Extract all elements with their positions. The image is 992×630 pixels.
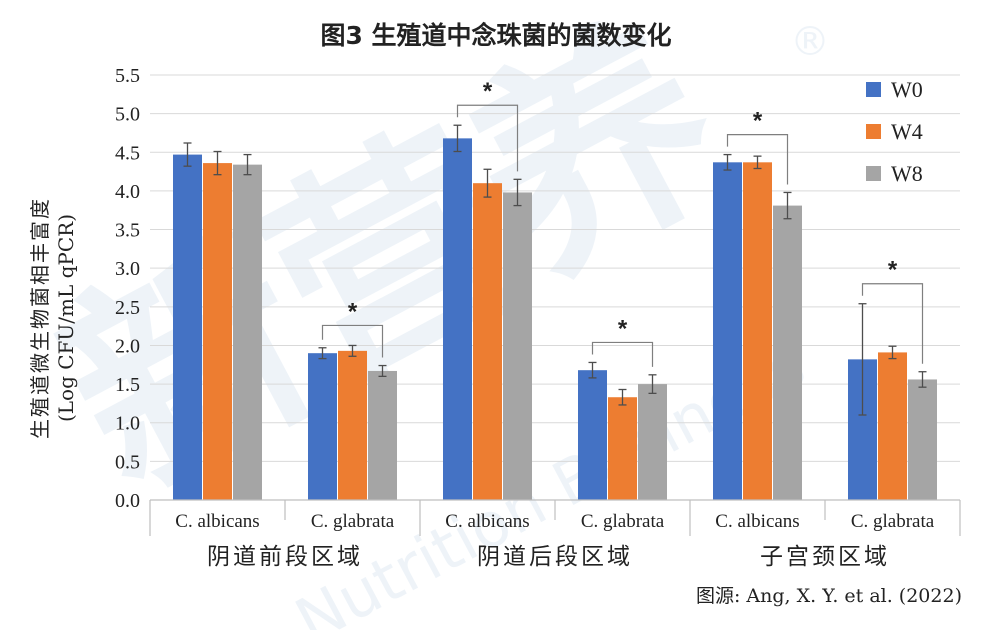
y-tick-label: 4.5 bbox=[115, 142, 140, 164]
significance-star: * bbox=[348, 298, 358, 325]
significance-bracket-line bbox=[591, 341, 654, 367]
bar-w4 bbox=[338, 350, 367, 500]
error-bars bbox=[183, 124, 927, 416]
bar-w0 bbox=[173, 154, 202, 500]
category-label: C. albicans bbox=[175, 511, 259, 532]
category-label: C. albicans bbox=[715, 511, 799, 532]
significance-star: * bbox=[753, 108, 763, 135]
legend-swatch-w8 bbox=[866, 166, 881, 181]
significance-bracket-line bbox=[726, 133, 789, 185]
category-label: C. glabrata bbox=[311, 511, 395, 532]
y-tick-label: 0.5 bbox=[115, 451, 140, 473]
group-label: 子宫颈区域 bbox=[760, 544, 890, 570]
group-label: 阴道后段区域 bbox=[477, 544, 633, 570]
error-bar bbox=[888, 345, 897, 360]
bar-w0 bbox=[578, 370, 607, 500]
y-axis-label: 生殖道微生物菌相丰富度 (Log CFU/mL qPCR) bbox=[28, 197, 78, 439]
error-bar bbox=[648, 374, 657, 395]
bar-w0 bbox=[308, 353, 337, 500]
bar-w4 bbox=[743, 162, 772, 500]
y-tick-label: 2.0 bbox=[115, 335, 140, 357]
y-axis-label-line2: (Log CFU/mL qPCR) bbox=[54, 214, 78, 422]
bars bbox=[173, 138, 937, 501]
legend-label-w8: W8 bbox=[891, 161, 923, 186]
y-tick-label: 1.5 bbox=[115, 374, 140, 396]
y-axis-label-line1: 生殖道微生物菌相丰富度 bbox=[28, 197, 52, 439]
significance-star: * bbox=[888, 257, 898, 284]
bar-w0 bbox=[443, 138, 472, 500]
bar-w4 bbox=[608, 397, 637, 500]
significance-bracket-line bbox=[456, 104, 519, 172]
error-bar bbox=[453, 124, 462, 153]
bar-w8 bbox=[368, 370, 397, 500]
source-caption: 图源: Ang, X. Y. et al. (2022) bbox=[696, 585, 962, 607]
significance-brackets: * * * * * bbox=[321, 78, 924, 367]
watermark-registered-mark: ® bbox=[790, 19, 830, 65]
y-tick-label: 3.5 bbox=[115, 220, 140, 242]
error-bar bbox=[723, 153, 732, 171]
legend: W0 W4 W8 bbox=[866, 77, 923, 186]
error-bar bbox=[183, 142, 192, 167]
x-axis-group-labels: 阴道前段区域 阴道后段区域 子宫颈区域 bbox=[207, 544, 890, 570]
x-axis-category-labels: C. albicans C. glabrata C. albicans C. glab… bbox=[175, 511, 934, 532]
error-bar bbox=[483, 168, 492, 198]
y-tick-label: 5.0 bbox=[115, 104, 140, 126]
bar-w4 bbox=[203, 163, 232, 500]
legend-label-w4: W4 bbox=[891, 119, 923, 144]
significance-bracket: * bbox=[861, 257, 924, 364]
gridlines bbox=[150, 74, 960, 462]
y-tick-label: 1.0 bbox=[115, 413, 140, 435]
error-bar bbox=[378, 364, 387, 378]
category-label: C. glabrata bbox=[851, 511, 935, 532]
error-bar bbox=[783, 191, 792, 220]
significance-bracket-line bbox=[321, 324, 384, 358]
group-label: 阴道前段区域 bbox=[207, 544, 363, 570]
x-axis bbox=[149, 499, 961, 536]
bar-w0 bbox=[713, 162, 742, 500]
error-bar bbox=[243, 153, 252, 176]
bar-w8 bbox=[908, 379, 937, 500]
significance-bracket: * bbox=[591, 315, 654, 367]
bar-w8 bbox=[773, 205, 802, 500]
legend-swatch-w0 bbox=[866, 82, 881, 97]
y-tick-label: 5.5 bbox=[115, 65, 140, 87]
y-tick-label: 4.0 bbox=[115, 181, 140, 203]
y-tick-label: 2.5 bbox=[115, 297, 140, 319]
significance-bracket: * bbox=[321, 298, 384, 358]
bar-w8 bbox=[503, 192, 532, 501]
significance-bracket: * bbox=[726, 108, 789, 185]
bar-w8 bbox=[638, 384, 667, 500]
y-tick-label: 0.0 bbox=[115, 490, 140, 512]
error-bar bbox=[918, 371, 927, 388]
error-bar bbox=[618, 388, 627, 406]
significance-bracket: * bbox=[456, 78, 519, 172]
bar-w4 bbox=[878, 352, 907, 500]
legend-swatch-w4 bbox=[866, 124, 881, 139]
category-label: C. glabrata bbox=[581, 511, 665, 532]
error-bar bbox=[858, 303, 867, 416]
significance-star: * bbox=[483, 78, 493, 105]
significance-star: * bbox=[618, 315, 628, 342]
chart-title: 图3 生殖道中念珠菌的菌数变化 bbox=[320, 21, 671, 50]
y-axis-ticks: 0.0 0.5 1.0 1.5 2.0 2.5 3.0 3.5 4.0 4.5 5.0 5.5 bbox=[115, 65, 140, 512]
error-bar bbox=[753, 155, 762, 170]
y-tick-label: 3.0 bbox=[115, 258, 140, 280]
error-bar bbox=[588, 361, 597, 379]
watermark: 新营养 Nutrition Business ® bbox=[26, 0, 830, 630]
significance-bracket-line bbox=[861, 283, 924, 364]
error-bar bbox=[513, 178, 522, 207]
error-bar bbox=[213, 150, 222, 176]
error-bar bbox=[318, 347, 327, 360]
category-label: C. albicans bbox=[445, 511, 529, 532]
error-bar bbox=[348, 344, 357, 357]
bar-w8 bbox=[233, 164, 262, 501]
legend-label-w0: W0 bbox=[891, 77, 923, 102]
bar-w4 bbox=[473, 183, 502, 500]
